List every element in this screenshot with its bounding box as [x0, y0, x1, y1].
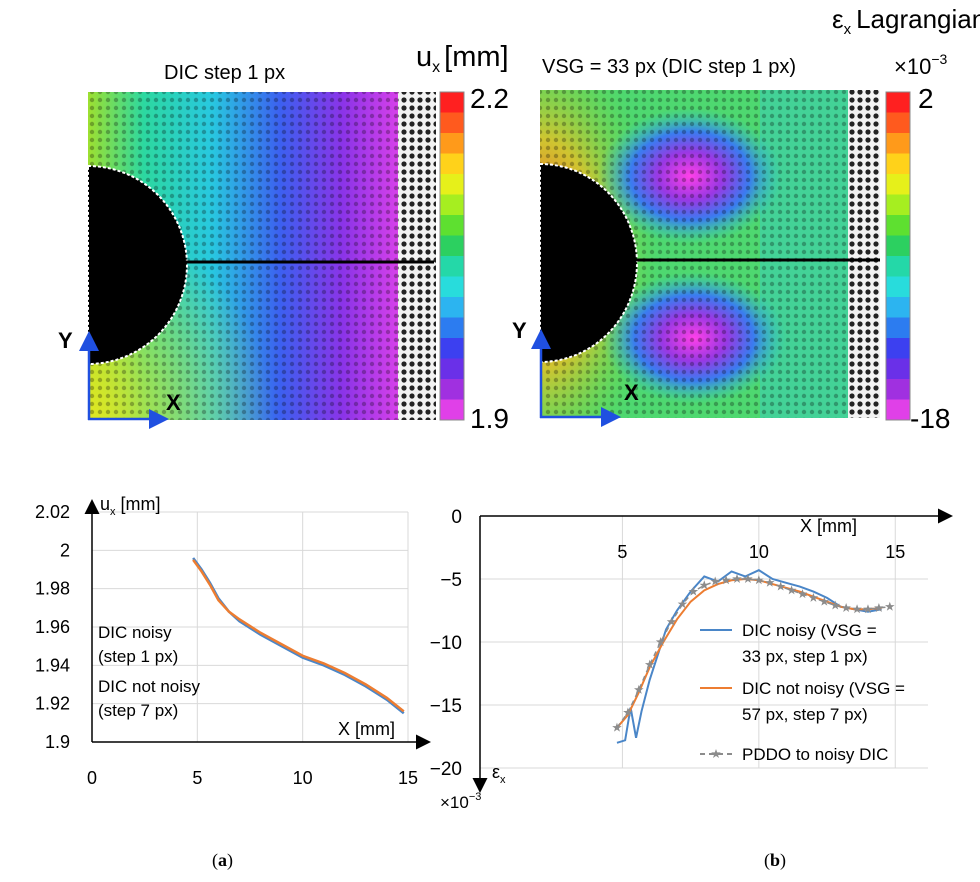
y-tick-label: −5	[440, 570, 462, 591]
colorbar-swatch	[886, 399, 910, 421]
panel-a-colorbar-label: ux [mm]	[416, 41, 509, 76]
colorbar-swatch	[886, 317, 910, 339]
x-tick-label: 5	[617, 542, 627, 562]
legend-label-1-line2: (step 1 px)	[98, 647, 178, 666]
colorbar-swatch	[440, 174, 464, 195]
colorbar-swatch	[440, 215, 464, 236]
series-line-3	[616, 578, 890, 729]
y-tick-label: −20	[430, 759, 462, 780]
colorbar-swatch	[886, 379, 910, 400]
colorbar-swatch	[886, 112, 910, 134]
legend-label-3: PDDO to noisy DIC	[742, 745, 888, 764]
x-tick-label: 15	[885, 542, 905, 562]
x-tick-label: 10	[749, 542, 769, 562]
y-tick-label: −15	[430, 696, 462, 717]
panel-a-colorbar	[439, 91, 465, 421]
y-tick-label: 1.96	[35, 617, 70, 637]
colorbar-swatch	[886, 276, 910, 298]
panel-b-chart-xlabel: X [mm]	[800, 516, 857, 536]
x-tick-label: 5	[192, 768, 202, 788]
colorbar-frame	[885, 91, 911, 421]
series-line-1	[616, 569, 882, 744]
colorbar-swatch	[440, 297, 464, 318]
panel-b-multiplier: ×10−3	[894, 51, 948, 79]
panel-b-speckle-strip	[848, 90, 880, 418]
panel-a-chart-ylabel: ux [mm]	[100, 494, 161, 518]
panel-b-chart: 5 10 15 0 −5 −10 −15 −20 DIC noisy (VSG = 33 px, …	[430, 507, 953, 793]
colorbar-swatch	[440, 358, 464, 380]
caption-a: (a)	[212, 850, 233, 871]
colorbar-swatch	[440, 153, 464, 175]
panel-b-colorbar	[885, 91, 911, 421]
y-tick-label: 1.94	[35, 655, 70, 675]
colorbar-swatch	[440, 379, 464, 400]
colorbar-swatch	[440, 399, 464, 421]
colorbar-swatch	[886, 133, 910, 154]
panel-a-colorbar-min: 1.9	[470, 403, 509, 434]
panel-b-map: Y X VSG = 33 px (DIC step 1 px) εx Lagran…	[512, 4, 980, 434]
colorbar-swatch	[440, 112, 464, 134]
panel-b-chart-ylabel: εx	[492, 762, 506, 786]
colorbar-swatch	[886, 153, 910, 175]
colorbar-swatch	[886, 358, 910, 380]
y-tick-label: 1.92	[35, 694, 70, 714]
colorbar-swatch	[440, 276, 464, 298]
colorbar-swatch	[440, 194, 464, 216]
colorbar-swatch	[440, 235, 464, 257]
colorbar-swatch	[440, 317, 464, 339]
colorbar-swatch	[886, 338, 910, 359]
panel-b-colorbar-max: 2	[918, 83, 934, 114]
colorbar-swatch	[886, 215, 910, 236]
y-tick-label: 1.98	[35, 579, 70, 599]
legend-label-2-line2: (step 7 px)	[98, 701, 178, 720]
colorbar-swatch	[440, 338, 464, 359]
y-tick-label: 2.02	[35, 502, 70, 522]
panel-a-hole	[87, 164, 188, 366]
panel-b-y-label: Y	[512, 318, 527, 343]
colorbar-swatch	[440, 92, 464, 113]
panel-a-chart-xlabel: X [mm]	[338, 719, 395, 739]
colorbar-swatch	[440, 133, 464, 154]
legend-label-2: DIC not noisy	[98, 677, 201, 696]
y-tick-label: 2	[60, 540, 70, 560]
colorbar-swatch	[886, 235, 910, 257]
y-tick-label: −10	[430, 633, 462, 654]
x-tick-label: 0	[87, 768, 97, 788]
legend-label-1: DIC noisy	[98, 623, 172, 642]
panel-b-title: VSG = 33 px (DIC step 1 px)	[542, 56, 796, 78]
panel-a-title: DIC step 1 px	[164, 62, 285, 84]
legend-label-2-line2: 57 px, step 7 px)	[742, 705, 868, 724]
caption-b: (b)	[764, 850, 786, 871]
colorbar-swatch	[886, 174, 910, 195]
panel-a-speckle-strip	[398, 92, 436, 420]
series-point-3	[885, 601, 895, 611]
colorbar-frame	[439, 91, 465, 421]
panel-b-hole	[539, 162, 638, 364]
legend-label-2: DIC not noisy (VSG =	[742, 679, 905, 698]
y-tick-label: 0	[451, 507, 462, 528]
panel-a-chart: 0 5 10 15 2.02 2 1.98 1.96 1.94 1.92 1.9 DIC noisy (…	[35, 499, 431, 788]
y-tick-label: 1.9	[45, 732, 70, 752]
colorbar-swatch	[440, 256, 464, 277]
panel-b-quantity: εx Lagrangian	[832, 4, 980, 38]
x-tick-label: 15	[398, 768, 418, 788]
legend-label-1-line2: 33 px, step 1 px)	[742, 647, 868, 666]
legend-label-1: DIC noisy (VSG =	[742, 621, 877, 640]
colorbar-swatch	[886, 194, 910, 216]
panel-a-y-label: Y	[58, 328, 73, 353]
panel-b-colorbar-min: -18	[910, 403, 950, 434]
panel-a-colorbar-max: 2.2	[470, 83, 509, 114]
colorbar-swatch	[886, 256, 910, 277]
panel-a-x-label: X	[166, 390, 181, 415]
colorbar-swatch	[886, 297, 910, 318]
panel-a-map: Y X DIC step 1 px ux [mm] 2.2 1.9	[58, 41, 509, 434]
x-tick-label: 10	[293, 768, 313, 788]
panel-b-chart-multiplier: ×10−3	[440, 791, 481, 812]
panel-b-x-label: X	[624, 380, 639, 405]
series-line-2	[192, 559, 405, 713]
colorbar-swatch	[886, 92, 910, 113]
